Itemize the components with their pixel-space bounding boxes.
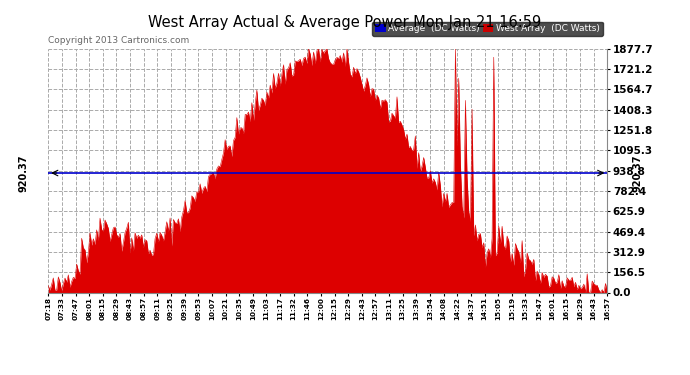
Text: 920.37: 920.37	[18, 154, 28, 192]
Legend: Average  (DC Watts), West Array  (DC Watts): Average (DC Watts), West Array (DC Watts…	[372, 22, 602, 36]
Text: West Array Actual & Average Power Mon Jan 21 16:59: West Array Actual & Average Power Mon Ja…	[148, 15, 542, 30]
Text: 920.37: 920.37	[633, 154, 643, 192]
Text: Copyright 2013 Cartronics.com: Copyright 2013 Cartronics.com	[48, 36, 190, 45]
